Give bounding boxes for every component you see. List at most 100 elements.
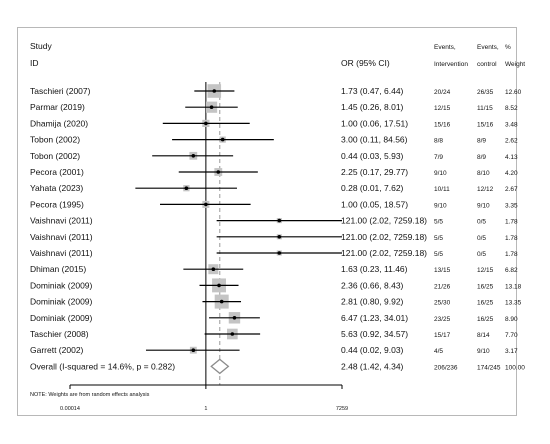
weight-value: 8.90	[505, 316, 518, 323]
intervention-events: 8/8	[434, 138, 443, 145]
control-events: 0/5	[477, 235, 486, 242]
intervention-events: 12/15	[434, 105, 451, 112]
or-ci-text: 6.47 (1.23, 34.01)	[341, 313, 408, 323]
weight-value: 2.67	[505, 186, 518, 193]
control-events: 12/12	[477, 186, 494, 193]
point-estimate	[277, 218, 282, 223]
intervention-events: 13/15	[434, 267, 451, 274]
point-estimate	[277, 251, 282, 255]
or-ci-text: 121.00 (2.02, 7259.18)	[341, 248, 427, 258]
weight-value: 2.62	[505, 138, 518, 145]
control-events: 9/10	[477, 202, 490, 209]
control-events: 16/25	[477, 283, 494, 290]
control-events: 8/9	[477, 138, 486, 145]
point-estimate	[204, 121, 208, 126]
x-tick-label: 1	[204, 406, 207, 412]
control-events: 16/25	[477, 316, 494, 323]
study-label: Pecora (1995)	[30, 199, 84, 209]
study-label: Yahata (2023)	[30, 183, 83, 193]
weight-value: 3.48	[505, 121, 518, 128]
overall-diamond	[210, 358, 230, 375]
intervention-events: 20/24	[434, 89, 451, 96]
overall-control-events: 174/245	[477, 364, 501, 371]
intervention-events: 10/11	[434, 186, 450, 193]
weight-value: 1.78	[505, 235, 518, 242]
or-ci-text: 0.44 (0.02, 9.03)	[341, 345, 404, 355]
study-label: Taschier (2008)	[30, 329, 89, 339]
x-tick-label: 0.00014	[60, 406, 80, 412]
control-events: 26/35	[477, 89, 494, 96]
intervention-events: 4/5	[434, 348, 443, 355]
header-id: ID	[30, 58, 39, 68]
x-ticks: 0.00014 1 7259	[60, 385, 348, 412]
study-label: Tobon (2002)	[30, 151, 80, 161]
control-events: 0/5	[477, 251, 486, 258]
header-weight: Weight	[505, 61, 525, 68]
overall-weight: 100.00	[505, 364, 525, 371]
or-ci-text: 1.00 (0.05, 18.57)	[341, 199, 408, 209]
study-label: Dhiman (2015)	[30, 264, 86, 274]
point-estimate	[277, 235, 282, 239]
point-estimate	[211, 267, 216, 272]
study-label: Vaishnavi (2011)	[30, 216, 93, 226]
or-ci-text: 0.28 (0.01, 7.62)	[341, 183, 404, 193]
or-ci-text: 1.00 (0.06, 17.51)	[341, 118, 408, 128]
study-label: Parmar (2019)	[30, 102, 85, 112]
study-label: Tobon (2002)	[30, 135, 80, 145]
study-label: Vaishnavi (2011)	[30, 232, 93, 242]
weight-value: 4.20	[505, 170, 518, 177]
point-estimate	[204, 202, 208, 207]
study-label: Dominiak (2009)	[30, 280, 93, 290]
header-control: control	[477, 61, 497, 68]
point-estimate	[191, 348, 196, 353]
point-estimate	[191, 154, 196, 158]
study-label: Dhamija (2020)	[30, 118, 88, 128]
intervention-events: 5/5	[434, 219, 443, 226]
overall-or-text: 2.48 (1.42, 4.34)	[341, 361, 404, 371]
overall-intervention-events: 206/236	[434, 364, 458, 371]
intervention-events: 5/5	[434, 251, 443, 258]
intervention-events: 23/25	[434, 316, 451, 323]
intervention-events: 7/9	[434, 154, 443, 161]
weight-value: 12.60	[505, 89, 522, 96]
x-tick-label: 7259	[336, 406, 348, 412]
weights-note: NOTE: Weights are from random effects an…	[30, 392, 150, 398]
intervention-events: 21/26	[434, 283, 451, 290]
point-estimate	[232, 316, 237, 320]
study-label: Vaishnavi (2011)	[30, 248, 93, 258]
or-ci-text: 121.00 (2.02, 7259.18)	[341, 232, 427, 242]
header-study: Study	[30, 41, 52, 51]
point-estimate	[219, 299, 224, 304]
or-ci-text: 5.63 (0.92, 34.57)	[341, 329, 408, 339]
or-ci-text: 2.36 (0.66, 8.43)	[341, 280, 404, 290]
intervention-events: 15/17	[434, 332, 451, 339]
intervention-events: 25/30	[434, 300, 451, 307]
point-estimate	[209, 105, 214, 109]
or-ci-text: 2.81 (0.80, 9.92)	[341, 297, 404, 307]
control-events: 0/5	[477, 219, 486, 226]
control-events: 8/9	[477, 154, 486, 161]
intervention-events: 9/10	[434, 170, 447, 177]
control-events: 9/10	[477, 348, 490, 355]
or-ci-text: 1.73 (0.47, 6.44)	[341, 86, 404, 96]
or-ci-text: 1.45 (0.26, 8.01)	[341, 102, 404, 112]
weight-value: 1.78	[505, 251, 518, 258]
weight-value: 13.18	[505, 283, 522, 290]
study-label: Pecora (2001)	[30, 167, 84, 177]
weight-value: 6.82	[505, 267, 518, 274]
weight-value: 7.70	[505, 332, 518, 339]
study-label: Dominiak (2009)	[30, 313, 93, 323]
control-events: 12/15	[477, 267, 494, 274]
intervention-events: 5/5	[434, 235, 443, 242]
control-events: 11/15	[477, 105, 493, 112]
header-pct: %	[505, 44, 511, 51]
point-estimate	[220, 137, 225, 142]
or-ci-text: 1.63 (0.23, 11.46)	[341, 264, 408, 274]
or-ci-text: 2.25 (0.17, 29.77)	[341, 167, 408, 177]
weight-value: 4.13	[505, 154, 518, 161]
point-estimate	[230, 332, 235, 336]
control-events: 16/25	[477, 300, 494, 307]
point-estimate	[184, 186, 189, 190]
header-events-intervention: Events,	[434, 44, 456, 51]
